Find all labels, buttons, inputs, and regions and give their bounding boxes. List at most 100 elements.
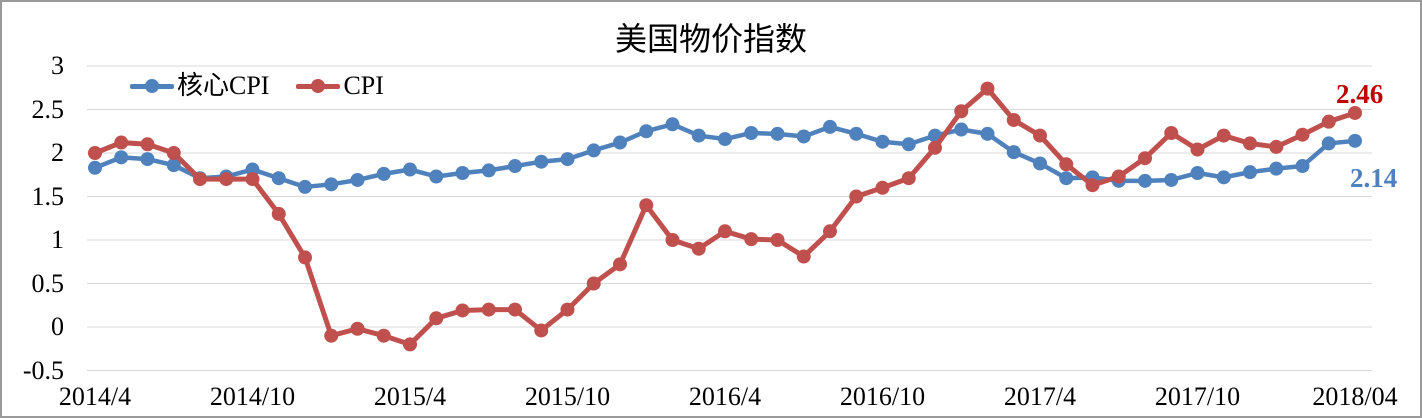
core-cpi-end-value-label: 2.14 <box>1350 163 1398 193</box>
data-point-marker <box>140 137 155 152</box>
data-point-marker <box>1348 133 1362 148</box>
data-point-marker <box>1321 136 1336 151</box>
data-point-marker <box>1216 170 1231 185</box>
data-point-marker <box>613 257 627 272</box>
data-point-marker <box>691 128 706 143</box>
data-point-marker <box>298 250 312 265</box>
data-point-marker <box>875 134 890 149</box>
cpi-end-value-label: 2.46 <box>1336 79 1384 109</box>
data-point-marker <box>1138 151 1152 166</box>
x-axis-tick-label: 2015/10 <box>524 382 611 411</box>
data-point-marker <box>954 122 969 137</box>
data-point-marker <box>1269 139 1284 154</box>
data-point-marker <box>1033 156 1047 171</box>
data-point-marker <box>166 158 181 173</box>
data-point-marker <box>639 198 654 213</box>
data-point-marker <box>1243 136 1257 151</box>
data-point-marker <box>534 323 549 338</box>
chart-title: 美国物价指数 <box>614 21 807 57</box>
data-point-marker <box>298 179 312 194</box>
data-point-marker <box>1164 125 1179 140</box>
y-axis-tick-label: 2.5 <box>31 94 65 124</box>
data-point-marker <box>613 135 627 150</box>
data-point-marker <box>718 132 732 147</box>
data-point-marker <box>1348 105 1362 120</box>
data-point-marker <box>324 177 339 192</box>
data-point-marker <box>429 311 444 326</box>
data-point-marker <box>770 233 785 247</box>
x-axis-tick-label: 2018/04 <box>1312 382 1398 411</box>
legend-dot <box>311 79 326 93</box>
data-point-marker <box>560 302 575 317</box>
legend-label-cpi: CPI <box>343 71 384 100</box>
data-point-marker <box>1269 161 1284 176</box>
data-point-marker <box>1111 169 1126 184</box>
legend-item-cpi: CPI <box>296 71 384 101</box>
y-axis-tick-label: 1.5 <box>31 181 65 211</box>
data-point-marker <box>665 233 680 247</box>
y-axis-tick-label: 0.5 <box>31 268 65 298</box>
x-axis-tick-label: 2014/4 <box>58 382 132 411</box>
data-point-marker <box>901 171 916 186</box>
data-point-marker <box>1295 159 1310 174</box>
data-point-marker <box>823 224 837 239</box>
x-axis-tick-label: 2014/10 <box>209 382 296 411</box>
data-point-marker <box>534 154 549 169</box>
data-point-marker <box>1006 145 1021 160</box>
data-point-marker <box>166 146 181 160</box>
data-point-marker <box>849 126 864 141</box>
data-point-marker <box>665 117 680 132</box>
data-point-marker <box>219 172 234 187</box>
data-point-marker <box>481 163 496 178</box>
legend-dot <box>145 79 159 93</box>
data-point-marker <box>1190 142 1205 157</box>
data-point-marker <box>88 146 102 160</box>
data-point-marker <box>114 135 129 150</box>
data-point-marker <box>1059 171 1074 186</box>
data-point-marker <box>350 172 365 187</box>
data-point-marker <box>823 119 837 134</box>
data-point-marker <box>1138 173 1152 188</box>
data-point-marker <box>481 302 496 317</box>
data-point-marker <box>1164 172 1179 187</box>
data-point-marker <box>1321 114 1336 129</box>
y-axis-tick-label: 2 <box>51 138 64 167</box>
y-axis-tick-label: 3 <box>51 51 64 80</box>
data-point-marker <box>140 152 155 167</box>
x-axis-tick-label: 2015/4 <box>373 382 447 411</box>
data-point-marker <box>245 162 260 177</box>
data-point-marker <box>691 241 706 256</box>
data-point-marker <box>1059 157 1074 172</box>
x-axis-tick-label: 2017/10 <box>1154 382 1241 411</box>
data-point-marker <box>586 276 601 291</box>
data-point-marker <box>928 140 942 155</box>
data-point-marker <box>980 81 995 96</box>
data-point-marker <box>403 337 417 352</box>
data-point-marker <box>796 129 811 144</box>
legend: 核心CPI CPI <box>130 71 384 101</box>
data-point-marker <box>508 159 522 174</box>
legend-label-core-cpi: 核心CPI <box>177 71 270 100</box>
data-point-marker <box>1243 165 1257 180</box>
data-point-marker <box>849 189 864 204</box>
data-point-marker <box>455 303 470 318</box>
data-point-marker <box>324 328 339 343</box>
data-point-marker <box>1216 128 1231 143</box>
data-point-marker <box>744 125 759 140</box>
data-point-marker <box>639 124 654 139</box>
data-point-marker <box>271 171 286 186</box>
data-point-marker <box>455 166 470 181</box>
data-point-marker <box>245 172 260 187</box>
data-point-marker <box>875 180 890 195</box>
data-point-marker <box>193 172 207 187</box>
data-point-marker <box>1006 112 1021 127</box>
data-point-marker <box>1085 178 1100 193</box>
x-axis-tick-label: 2016/4 <box>688 382 762 411</box>
data-point-marker <box>560 152 575 167</box>
data-point-marker <box>744 232 759 247</box>
legend-item-core-cpi: 核心CPI <box>130 71 269 101</box>
y-axis-tick-label: -0.5 <box>22 355 64 385</box>
y-axis-tick-label: 0 <box>51 312 64 341</box>
data-point-marker <box>429 169 444 184</box>
